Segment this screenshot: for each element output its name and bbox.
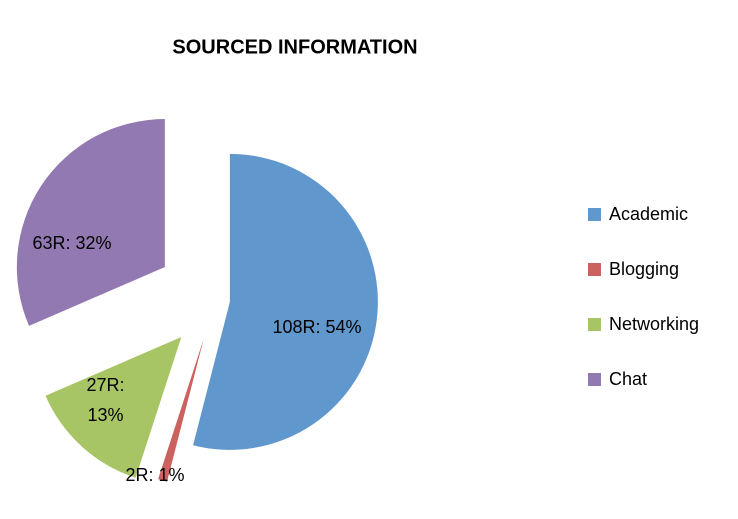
pie-slice [16,119,165,326]
data-label: 2R: 1% [125,465,185,485]
pie-slice [158,338,204,482]
legend-swatch [588,373,601,386]
legend-label: Networking [609,314,699,334]
legend-swatch [588,263,601,276]
data-label: 63R: 32% [32,233,112,253]
pie-slice [45,336,182,478]
legend-label: Chat [609,369,647,389]
pie-slice [193,153,378,450]
legend-label: Blogging [609,259,679,279]
data-label: 27R: 13% [86,375,125,425]
legend-swatch [588,318,601,331]
legend-swatch [588,208,601,221]
legend-label: Academic [609,204,688,224]
data-label: 108R: 54% [272,317,362,337]
chart-title: SOURCED INFORMATION [172,36,417,58]
